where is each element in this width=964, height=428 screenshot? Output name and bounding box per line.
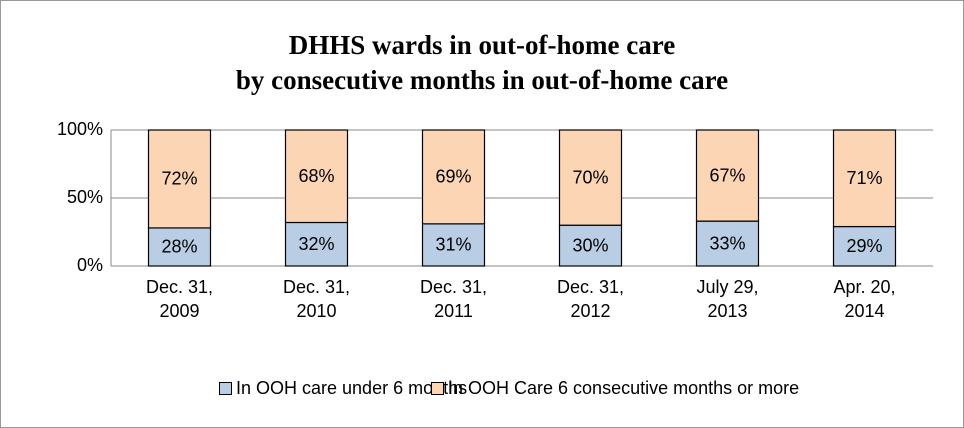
bar-segment (421, 129, 486, 225)
data-label: 69% (435, 167, 471, 187)
data-label: 70% (572, 167, 608, 187)
legend-swatch (431, 382, 444, 395)
bar-segment (421, 223, 486, 267)
x-tick-label: Apr. 20, 2014 (833, 277, 896, 321)
bar-segment (558, 224, 623, 267)
y-tick-label: 50% (67, 187, 103, 207)
data-label: 31% (435, 235, 471, 255)
x-tick-label: Dec. 31, 2009 (145, 277, 214, 321)
x-tick-label: Dec. 31, 2011 (419, 277, 488, 321)
bar-segment (695, 129, 760, 222)
legend-label: In OOH Care 6 consecutive months or more (448, 378, 800, 398)
bar-segment (558, 129, 623, 226)
legend-label: In OOH care under 6 months (236, 378, 468, 398)
y-tick-label: 100% (57, 119, 103, 139)
data-label: 32% (298, 234, 334, 254)
y-tick-label: 0% (77, 255, 103, 275)
data-label: 68% (298, 166, 334, 186)
x-tick-label: Dec. 31, 2010 (282, 277, 351, 321)
data-label: 71% (846, 168, 882, 188)
chart-title: DHHS wards in out-of-home care by consec… (235, 30, 729, 95)
bar-segment (695, 220, 760, 267)
data-label: 33% (709, 233, 745, 253)
data-label: 28% (161, 237, 197, 257)
bar-segment (147, 227, 212, 267)
legend-swatch (219, 382, 232, 395)
data-label: 30% (572, 235, 608, 255)
data-label: 72% (161, 169, 197, 189)
data-label: 67% (709, 165, 745, 185)
bar-segment (832, 129, 897, 228)
x-tick-label: Dec. 31, 2012 (556, 277, 625, 321)
bar-segment (147, 129, 212, 229)
bar-segment (832, 225, 897, 267)
data-label: 29% (846, 236, 882, 256)
x-tick-label: July 29, 2013 (696, 277, 759, 321)
bar-segment (284, 129, 349, 224)
